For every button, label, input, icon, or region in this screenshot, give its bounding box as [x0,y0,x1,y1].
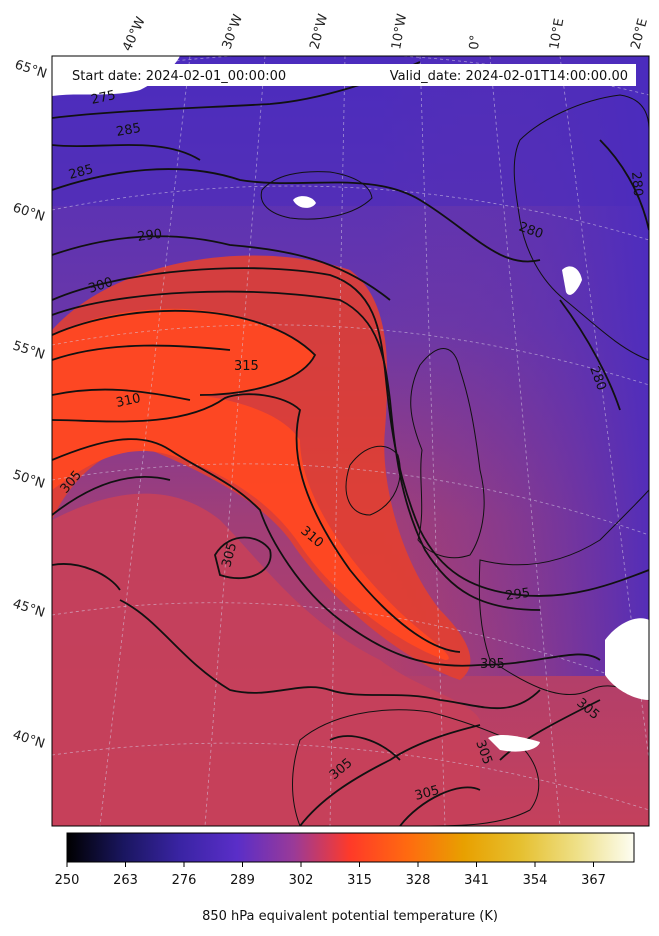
lon-label-10e: 10°E [547,17,567,50]
contour-label: 280 [628,171,645,197]
colorbar-tick-label: 263 [113,873,138,888]
map-panel [52,56,649,826]
lat-label-50n: 50°N [11,468,47,492]
contour-label: 305 [480,657,505,672]
colorbar-title: 850 hPa equivalent potential temperature… [202,909,498,924]
colorbar-tick-label: 315 [347,873,372,888]
lon-label-30w: 30°W [220,12,246,51]
lat-label-55n: 55°N [11,339,47,363]
lon-label-10w: 10°W [389,13,410,51]
contour-label: 295 [504,586,531,604]
uk-outline [410,348,485,559]
colorbar-tick-label: 289 [230,873,255,888]
colorbar-tick-label: 302 [289,873,314,888]
contour-label: 310 [115,391,142,411]
colorbar-tick-label: 367 [581,873,606,888]
ireland-outline [345,445,401,516]
lat-label-65n: 65°N [13,58,49,82]
colorbar-ticks: 250 263 276 289 302 315 328 341 354 367 [55,862,606,888]
colorbar-tick-label: 354 [523,873,548,888]
colorbar: 250 263 276 289 302 315 328 341 354 367 850 hPa e… [55,832,635,924]
coastlines [260,94,649,826]
lat-label-40n: 40°N [11,728,47,752]
lon-label-40w: 40°W [120,15,149,54]
lon-label-20w: 20°W [307,12,331,51]
contour-label: 305 [413,783,441,804]
colorbar-tick-label: 341 [464,873,489,888]
start-date-label: Start date: 2024-02-01_00:00:00 [72,69,286,84]
contour-label: 285 [115,121,142,140]
colorbar-tick-label: 328 [406,873,431,888]
scandinavia-outline [513,94,649,361]
colorbar-tick-label: 250 [55,873,80,888]
lon-label-0: 0° [467,34,483,50]
warm-south-region [52,493,480,826]
contour-label: 285 [67,162,95,183]
warm-plume-core [52,308,449,660]
iberia-outline [292,709,540,826]
contour-label: 290 [136,227,163,245]
lat-label-60n: 60°N [11,201,47,225]
contour-label: 305 [219,541,240,569]
contour-lines [52,61,649,826]
colorbar-gradient [66,832,635,863]
contour-label: 300 [87,275,115,297]
valid-date-label: Valid_date: 2024-02-01T14:00:00.00 [390,69,628,84]
lat-label-45n: 45°N [11,597,47,621]
iceland-outline [260,171,373,220]
info-strip [64,64,636,86]
contour-label: 275 [90,88,117,108]
colorbar-tick-label: 276 [172,873,197,888]
lon-label-20e: 20°E [628,17,651,51]
contour-label: 315 [234,359,259,374]
map-frame [51,55,650,827]
